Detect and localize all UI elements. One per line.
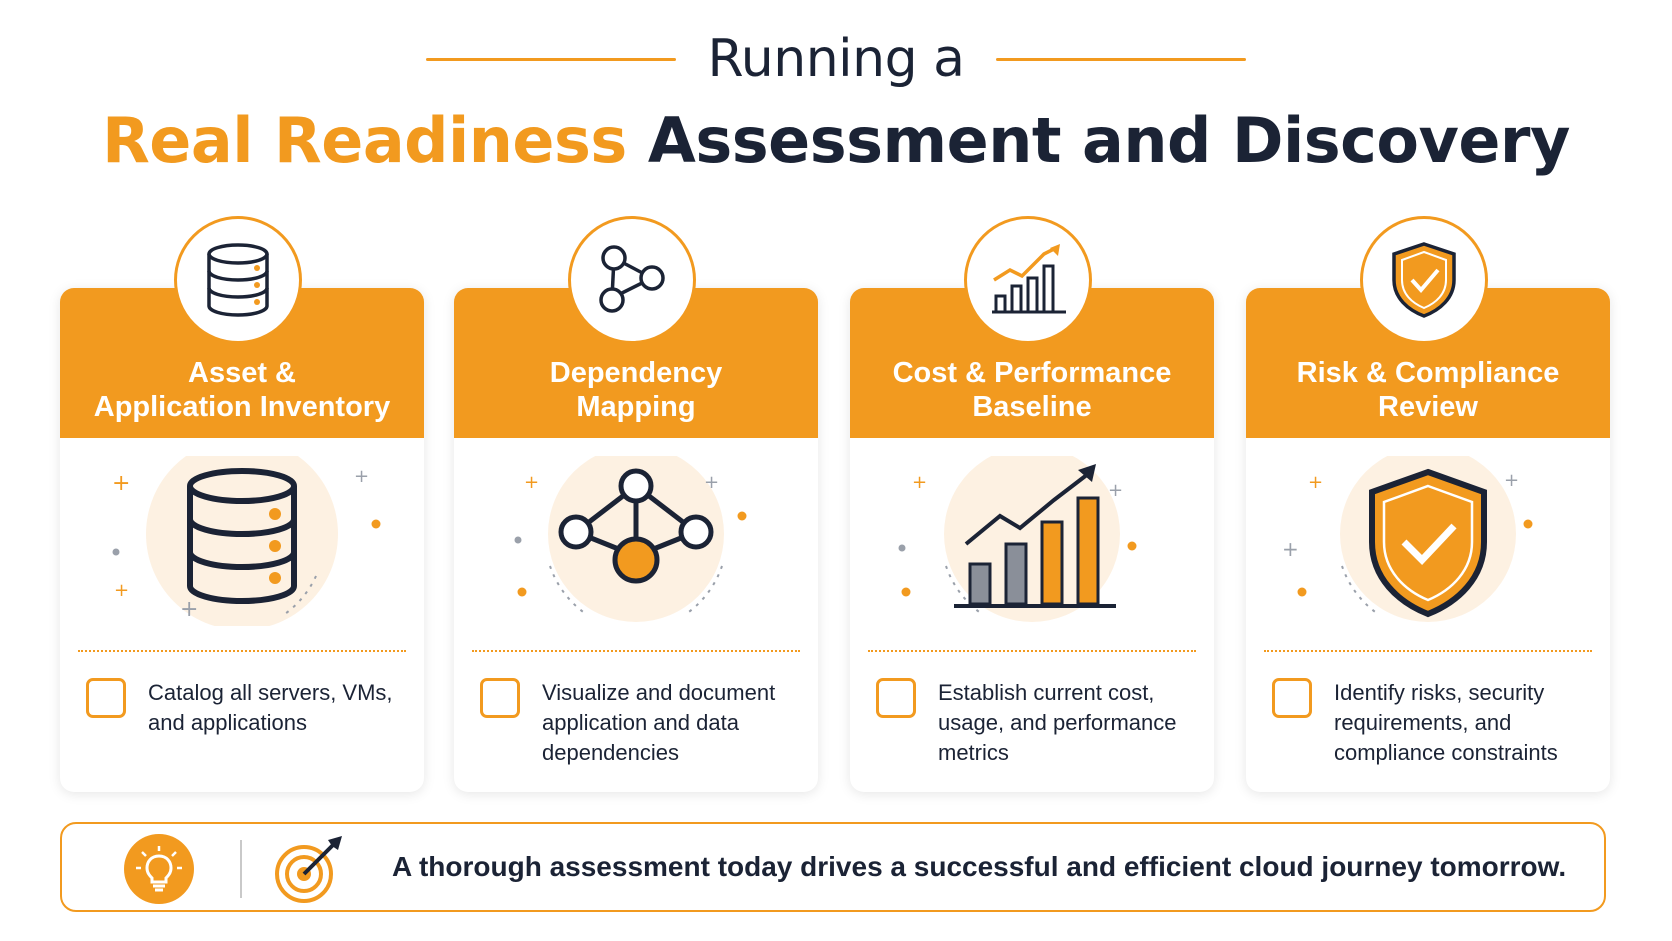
bar-chart-trend-icon	[964, 216, 1092, 344]
svg-text:+: +	[1308, 472, 1323, 493]
card-title-line1: Dependency	[549, 357, 723, 389]
svg-text:+: +	[704, 472, 719, 493]
svg-text:+: +	[912, 472, 927, 493]
dotted-divider	[868, 650, 1196, 652]
card-cost-performance: Cost & Performance Baseline + + Establis…	[850, 216, 1214, 792]
chart-illustration: + +	[898, 456, 1137, 622]
svg-text:+: +	[1504, 470, 1519, 491]
title-line-1: Running a	[707, 29, 965, 89]
card-description: Identify risks, security requirements, a…	[1334, 680, 1558, 765]
card-title-line2: Baseline	[972, 391, 1092, 423]
database-illustration: + + + +	[112, 456, 381, 626]
title-dark: Assessment and Discovery	[647, 104, 1571, 177]
dotted-divider	[1264, 650, 1592, 652]
card-title: Risk & Compliance Review	[1246, 356, 1610, 424]
network-illustration: + +	[514, 456, 747, 622]
card-title: Dependency Mapping	[454, 356, 818, 424]
checkbox[interactable]	[876, 678, 916, 718]
title-divider-left	[425, 57, 676, 61]
footer-divider	[240, 840, 242, 898]
svg-text:+: +	[354, 466, 369, 487]
title-divider-right	[996, 57, 1247, 61]
footer-message: A thorough assessment today drives a suc…	[392, 851, 1567, 882]
card-title-line2: Review	[1378, 391, 1478, 423]
database-icon	[174, 216, 302, 344]
dotted-divider	[472, 650, 800, 652]
card-title-line2: Mapping	[576, 391, 696, 423]
card-description: Establish current cost, usage, and perfo…	[938, 680, 1177, 765]
card-title-line1: Asset &	[188, 357, 296, 389]
dotted-divider	[78, 650, 406, 652]
card-risk-compliance: Risk & Compliance Review + + + Identify …	[1246, 216, 1610, 792]
card-dependency-mapping: Dependency Mapping + + Visualize and doc…	[454, 216, 818, 792]
svg-text:+: +	[1108, 480, 1123, 501]
page-title: Real Readiness Assessment and Discovery	[0, 104, 1672, 177]
card-title-line2: Application Inventory	[93, 391, 391, 423]
card-title: Cost & Performance Baseline	[850, 356, 1214, 424]
card-asset-inventory: Asset & Application Inventory + + + + Ca…	[60, 216, 424, 792]
shield-check-icon	[1360, 216, 1488, 344]
card-description: Visualize and document application and d…	[542, 680, 776, 765]
card-title: Asset & Application Inventory	[60, 356, 424, 424]
lightbulb-icon	[124, 834, 194, 904]
svg-text:+: +	[524, 472, 539, 493]
network-graph-icon	[568, 216, 696, 344]
svg-text:+: +	[180, 597, 198, 622]
title-accent: Real Readiness	[102, 104, 627, 177]
svg-text:+: +	[112, 471, 130, 496]
checkbox[interactable]	[1272, 678, 1312, 718]
card-description: Catalog all servers, VMs, and applicatio…	[148, 680, 393, 735]
checkbox[interactable]	[480, 678, 520, 718]
card-title-line1: Risk & Compliance	[1296, 357, 1560, 389]
shield-illustration: + + +	[1282, 456, 1533, 622]
footer-banner: A thorough assessment today drives a suc…	[60, 822, 1606, 912]
svg-text:+: +	[114, 580, 129, 601]
card-title-line1: Cost & Performance	[892, 357, 1172, 389]
target-icon	[275, 836, 342, 903]
checkbox[interactable]	[86, 678, 126, 718]
title-top-row: Running a	[0, 28, 1672, 90]
svg-text:+: +	[1282, 537, 1299, 561]
